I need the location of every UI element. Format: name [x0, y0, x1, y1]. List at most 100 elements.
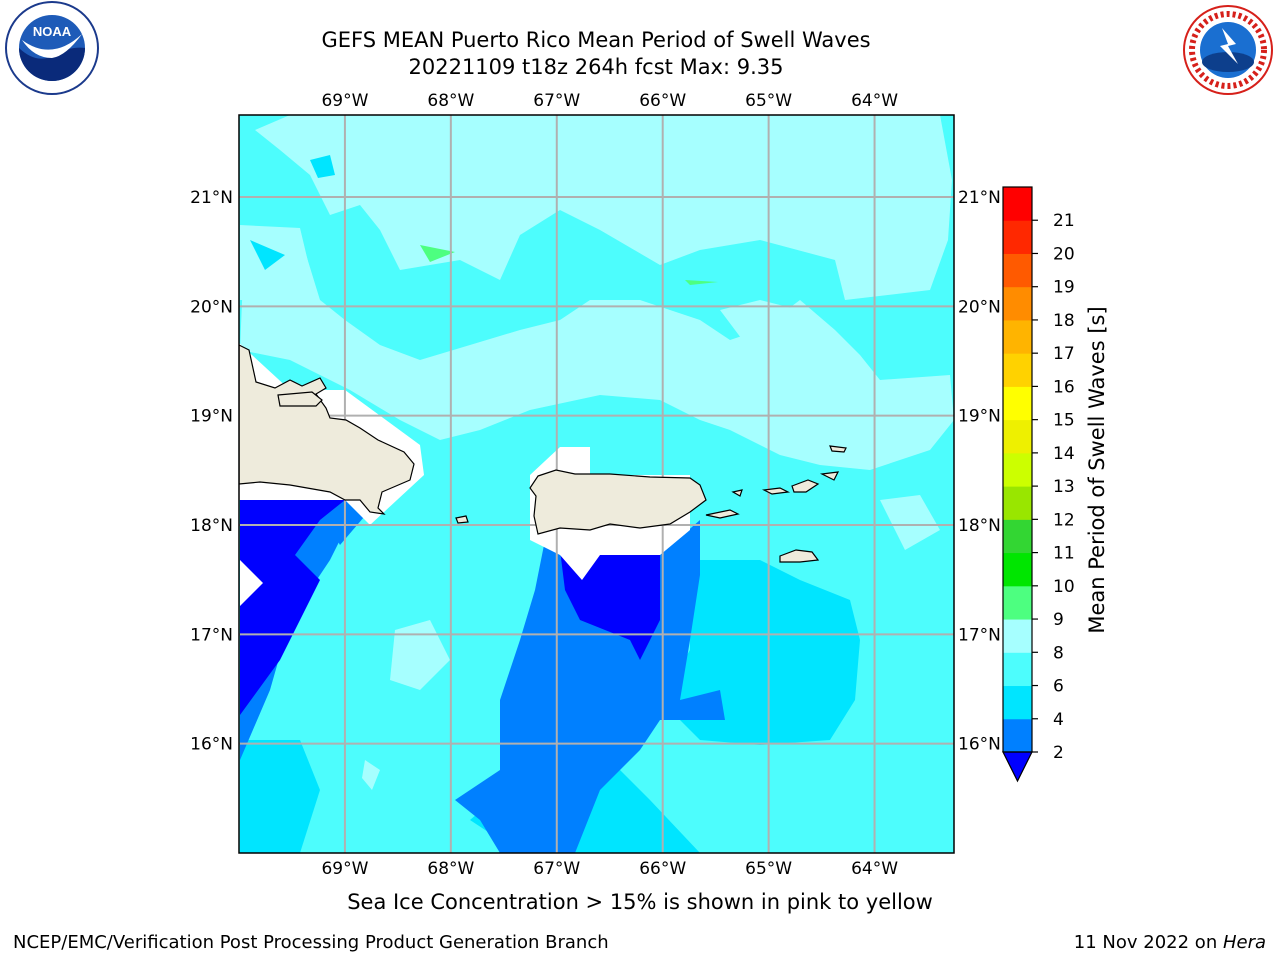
lon-tick-bottom: 65°W	[745, 859, 792, 879]
virgin-island	[761, 487, 791, 495]
colorbar-tick-label: 2	[1053, 743, 1064, 763]
field-region	[720, 300, 800, 350]
lat-tick-left: 19°N	[190, 407, 233, 427]
colorbar-tick-label: 12	[1053, 510, 1075, 530]
lat-tick-right: 19°N	[958, 407, 1001, 427]
field-region	[362, 760, 380, 790]
lat-tick-left: 20°N	[190, 297, 233, 317]
colorbar-tick-label: 21	[1053, 211, 1075, 231]
colorbar-tick-label: 19	[1053, 278, 1075, 298]
colorbar-tick-label: 4	[1053, 710, 1064, 730]
tortuga-island	[277, 391, 323, 407]
colorbar-tick-label: 16	[1053, 377, 1075, 397]
st-croix-island	[779, 549, 820, 563]
map-frame	[238, 114, 955, 854]
footer-date: 11 Nov 2022 on Hera	[1074, 932, 1266, 953]
sea-ice-caption: Sea Ice Concentration > 15% is shown in …	[347, 890, 933, 914]
lat-tick-left: 16°N	[190, 735, 233, 755]
colorbar: 2 4 6 8 9 10 11 12 13 14 15 16 17 18 19 20 21	[1002, 186, 1075, 783]
culebra-island	[731, 489, 743, 497]
colorbar-tick-label: 14	[1053, 444, 1075, 464]
lon-tick-top: 65°W	[745, 91, 792, 111]
colorbar-tick-label: 17	[1053, 344, 1075, 364]
lon-tick-top: 67°W	[533, 91, 580, 111]
colorbar-tick-label: 6	[1053, 677, 1064, 697]
field-region	[250, 240, 285, 270]
colorbar-bin	[1003, 286, 1032, 321]
lat-tick-right: 17°N	[958, 625, 1001, 645]
colorbar-tick-label: 18	[1053, 311, 1075, 331]
field-region	[240, 560, 263, 606]
lat-tick-right: 18°N	[958, 516, 1001, 536]
lon-tick-bottom: 67°W	[533, 859, 580, 879]
field-region	[660, 200, 710, 245]
colorbar-bin	[1003, 220, 1032, 254]
colorbar-bin	[1003, 452, 1032, 487]
colorbar-tick-label: 15	[1053, 411, 1075, 431]
field-region	[880, 495, 940, 550]
colorbar-bin	[1003, 253, 1032, 288]
lat-tick-left: 17°N	[190, 625, 233, 645]
vieques-island	[705, 509, 740, 519]
map-subtitle: 20221109 t18z 264h fcst Max: 9.35	[408, 55, 784, 79]
colorbar-extend-min	[1002, 751, 1033, 783]
hispaniola-land	[239, 344, 415, 515]
lon-tick-bottom: 64°W	[851, 859, 898, 879]
lat-tick-right: 21°N	[958, 188, 1001, 208]
field-region	[560, 550, 660, 660]
field-region	[240, 740, 320, 853]
colorbar-tick-label: 11	[1053, 544, 1075, 564]
map-tick-labels: 69°W 69°W 68°W 68°W 67°W 67°W 66°W 66°W 65°W 65°W…	[190, 91, 1001, 879]
colorbar-bin	[1003, 519, 1032, 554]
colorbar-bin	[1003, 187, 1032, 221]
colorbar-tick-label: 8	[1053, 643, 1064, 663]
map-coastlines	[239, 344, 847, 563]
colorbar-bin	[1003, 552, 1032, 587]
colorbar-bin	[1003, 486, 1032, 520]
footer-credit: NCEP/EMC/Verification Post Processing Pr…	[13, 932, 609, 953]
lon-tick-bottom: 68°W	[427, 859, 474, 879]
map-title: GEFS MEAN Puerto Rico Mean Period of Swe…	[321, 28, 871, 52]
svg-text:NOAA: NOAA	[33, 24, 72, 39]
noaa-logo: NOAA	[5, 1, 99, 95]
lat-tick-right: 16°N	[958, 735, 1001, 755]
colorbar-bin	[1003, 585, 1032, 620]
colorbar-frame	[1002, 186, 1033, 753]
lon-tick-top: 64°W	[851, 91, 898, 111]
field-region	[240, 500, 345, 715]
lon-tick-bottom: 66°W	[639, 859, 686, 879]
colorbar-bin	[1003, 353, 1032, 387]
colorbar-bin	[1003, 319, 1032, 354]
colorbar-bin	[1003, 419, 1032, 454]
colorbar-bin	[1003, 386, 1032, 421]
colorbar-bin	[1003, 718, 1032, 753]
lon-tick-top: 69°W	[321, 91, 368, 111]
mona-island	[455, 515, 469, 524]
colorbar-tick-label: 20	[1053, 244, 1075, 264]
anegada-island	[829, 445, 847, 453]
footer-date-text: 11 Nov 2022 on	[1073, 932, 1223, 953]
field-region	[240, 230, 954, 470]
virgin-island	[791, 479, 820, 493]
colorbar-tick-label: 13	[1053, 477, 1075, 497]
colorbar-label: Mean Period of Swell Waves [s]	[1085, 306, 1109, 634]
field-region	[420, 245, 455, 262]
colorbar-tick-label: 9	[1053, 610, 1064, 630]
colorbar-bin	[1003, 652, 1032, 687]
puerto-rico-land	[529, 469, 707, 535]
colorbar-bin	[1003, 685, 1032, 720]
lon-tick-top: 68°W	[427, 91, 474, 111]
lon-tick-top: 66°W	[639, 91, 686, 111]
lat-tick-left: 21°N	[190, 188, 233, 208]
colorbar-tick-label: 10	[1053, 577, 1075, 597]
field-region	[390, 620, 450, 690]
field-region	[310, 155, 335, 178]
footer-host: Hera	[1222, 932, 1266, 953]
field-region	[685, 280, 718, 285]
lat-tick-right: 20°N	[958, 297, 1001, 317]
lat-tick-left: 18°N	[190, 516, 233, 536]
lon-tick-bottom: 69°W	[321, 859, 368, 879]
virgin-island	[819, 471, 840, 481]
colorbar-bin	[1003, 619, 1032, 653]
